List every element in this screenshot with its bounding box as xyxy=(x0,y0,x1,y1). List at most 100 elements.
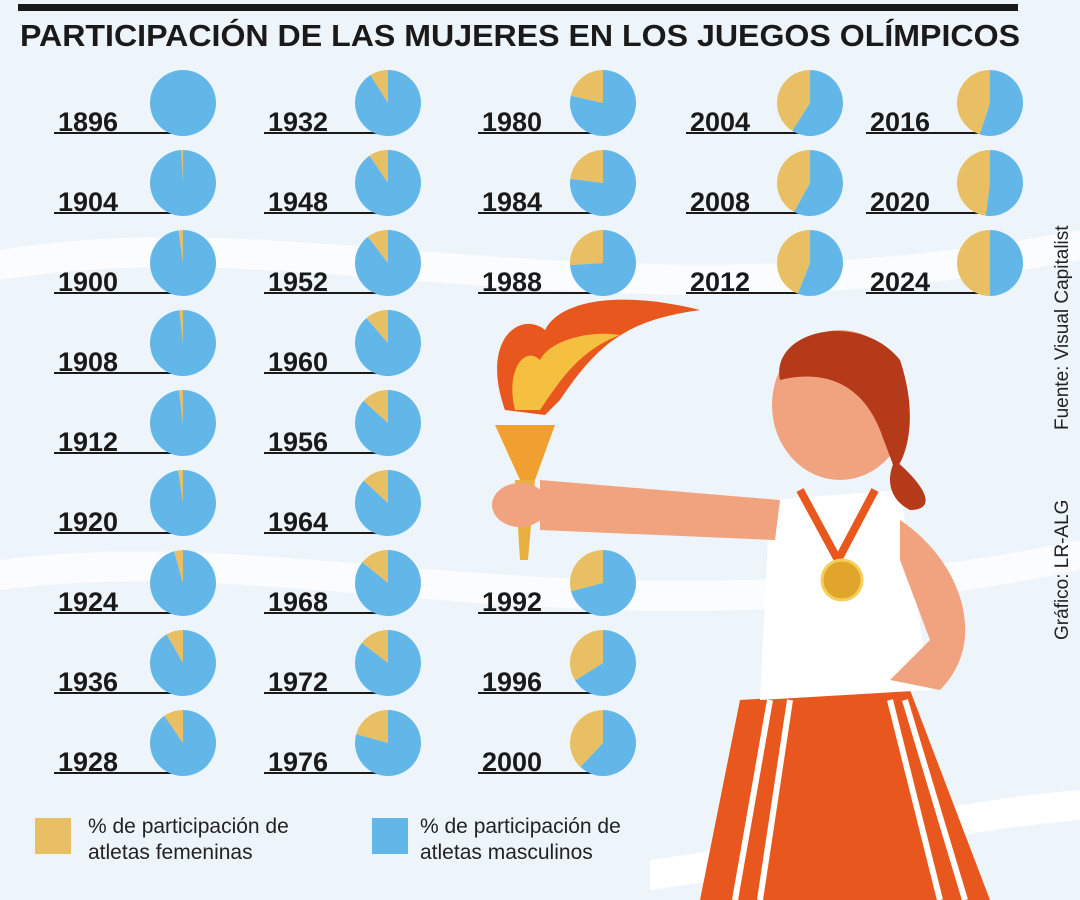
year-label: 1904 xyxy=(58,187,118,217)
pie-slice xyxy=(570,550,603,592)
pie-slice xyxy=(356,710,388,743)
pie-slice xyxy=(355,310,421,376)
year-label: 1908 xyxy=(58,347,118,377)
year-label: 1932 xyxy=(268,107,328,137)
year-label: 1984 xyxy=(482,187,542,217)
pie-slice xyxy=(570,70,636,136)
pie-slice xyxy=(149,310,216,376)
pie-slice xyxy=(777,70,810,131)
year-label: 1920 xyxy=(58,507,118,537)
pie-slice xyxy=(149,550,216,616)
year-label: 1980 xyxy=(482,107,542,137)
source: Fuente: Visual Capitalist xyxy=(1052,225,1073,430)
legend-label: % de participación de atletas masculinos xyxy=(420,815,621,864)
pie-slice xyxy=(570,710,603,768)
pie-slice xyxy=(178,230,183,263)
pie-slice xyxy=(580,710,636,777)
year-label: 2012 xyxy=(690,267,750,297)
pie-slice xyxy=(957,230,990,296)
pie-slice xyxy=(570,230,637,296)
pie-slice xyxy=(777,230,810,294)
year-label: 1924 xyxy=(58,587,118,617)
legend-label: % de participación de atletas femeninas xyxy=(88,815,289,864)
year-label: 2004 xyxy=(690,107,750,137)
pie-slice xyxy=(355,470,421,536)
year-label: 1976 xyxy=(268,747,328,777)
year-label: 1912 xyxy=(58,427,118,457)
pie-slice xyxy=(571,550,636,616)
pie-slice xyxy=(149,630,216,697)
year-label: 1896 xyxy=(58,107,118,137)
pie-slice xyxy=(355,710,421,776)
pie-slice xyxy=(181,150,183,183)
pie-slice xyxy=(173,550,183,583)
pie-slice xyxy=(979,70,1023,137)
pie-slice xyxy=(361,630,388,663)
pie-slice xyxy=(370,70,388,103)
pie-slice xyxy=(179,310,183,343)
legend-swatch xyxy=(35,818,71,854)
pie-slice xyxy=(355,70,422,136)
year-label: 2024 xyxy=(870,267,930,297)
pie-slice xyxy=(149,470,216,536)
pie-slice xyxy=(166,630,183,663)
year-label: 1928 xyxy=(58,747,118,777)
pie-slice xyxy=(150,70,216,136)
year-label: 1956 xyxy=(268,427,328,457)
legend-swatch xyxy=(372,818,408,854)
pie-slice xyxy=(369,150,388,183)
pie-slice xyxy=(178,390,183,423)
pie-slice xyxy=(363,390,388,423)
pie-slice xyxy=(354,630,421,697)
pie-slice xyxy=(366,310,388,343)
year-label: 2016 xyxy=(870,107,930,137)
year-label: 1964 xyxy=(268,507,328,537)
pie-slice xyxy=(164,710,183,743)
year-label: 1996 xyxy=(482,667,542,697)
pie-slice xyxy=(367,230,388,263)
pie-slice xyxy=(956,150,990,216)
pie-slice xyxy=(150,390,217,456)
year-label: 1972 xyxy=(268,667,328,697)
pie-slice xyxy=(797,230,844,296)
year-label: 1992 xyxy=(482,587,542,617)
illustration xyxy=(492,299,990,900)
pie-slice xyxy=(355,230,422,296)
pie-slice xyxy=(363,470,388,503)
pie-slice xyxy=(178,470,183,503)
credit: Gráfico: LR-ALG xyxy=(1052,500,1073,640)
year-label: 2008 xyxy=(690,187,750,217)
year-label: 1936 xyxy=(58,667,118,697)
year-label: 1968 xyxy=(268,587,328,617)
year-label: 1960 xyxy=(268,347,328,377)
year-label: 1988 xyxy=(482,267,542,297)
pie-slice xyxy=(150,150,217,217)
chart-title: PARTICIPACIÓN DE LAS MUJERES EN LOS JUEG… xyxy=(20,17,1020,53)
pie-slice xyxy=(985,150,1023,216)
pie-slice xyxy=(776,150,810,212)
pie-slice xyxy=(150,230,217,296)
pie-slice xyxy=(570,150,603,183)
pie-slice xyxy=(150,710,217,776)
pie-slice xyxy=(957,70,990,135)
pie-slice xyxy=(794,150,843,216)
pie-slice xyxy=(355,390,421,456)
pie-slice xyxy=(990,230,1023,296)
pie-slice xyxy=(570,150,636,216)
pie-slice xyxy=(569,630,603,681)
year-label: 2000 xyxy=(482,747,542,777)
top-bar xyxy=(18,4,1018,11)
year-label: 1948 xyxy=(268,187,328,217)
pie-slice xyxy=(362,550,388,583)
year-label: 2020 xyxy=(870,187,930,217)
year-label: 1952 xyxy=(268,267,328,297)
pie-slice xyxy=(792,70,844,136)
pie-slice xyxy=(354,550,422,617)
pie-slice xyxy=(355,150,421,216)
pie-slice xyxy=(570,70,603,103)
pie-slice xyxy=(575,630,636,697)
pie-slice xyxy=(570,230,603,266)
year-label: 1900 xyxy=(58,267,118,297)
